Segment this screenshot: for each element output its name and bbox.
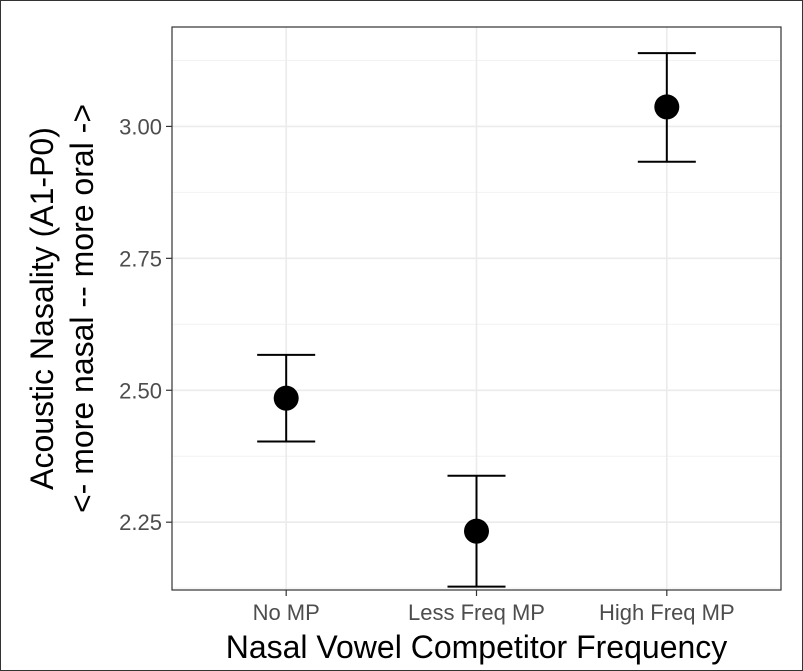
data-point xyxy=(654,94,680,120)
y-tick-label: 2.25 xyxy=(119,510,162,535)
data-point xyxy=(273,385,299,411)
y-axis-title: Acoustic Nasality (A1-P0) <- more nasal … xyxy=(24,104,100,513)
y-axis-title-line-2: <- more nasal -- more oral -> xyxy=(64,104,100,513)
data-point xyxy=(464,518,489,544)
data-marks xyxy=(257,52,696,588)
x-axis-ticks: No MP Less Freq MP High Freq MP xyxy=(253,590,735,625)
y-axis-title-line-1: Acoustic Nasality (A1-P0) xyxy=(24,127,60,490)
y-tick-label: 2.75 xyxy=(119,246,162,271)
x-axis-title: Nasal Vowel Competitor Frequency xyxy=(226,629,728,665)
x-tick-label: No MP xyxy=(253,600,320,625)
y-axis-ticks: 2.25 2.50 2.75 3.00 xyxy=(119,114,172,535)
x-tick-label: High Freq MP xyxy=(599,600,735,625)
y-tick-label: 2.50 xyxy=(119,378,162,403)
x-tick-label: Less Freq MP xyxy=(408,600,545,625)
y-tick-label: 3.00 xyxy=(119,114,162,139)
